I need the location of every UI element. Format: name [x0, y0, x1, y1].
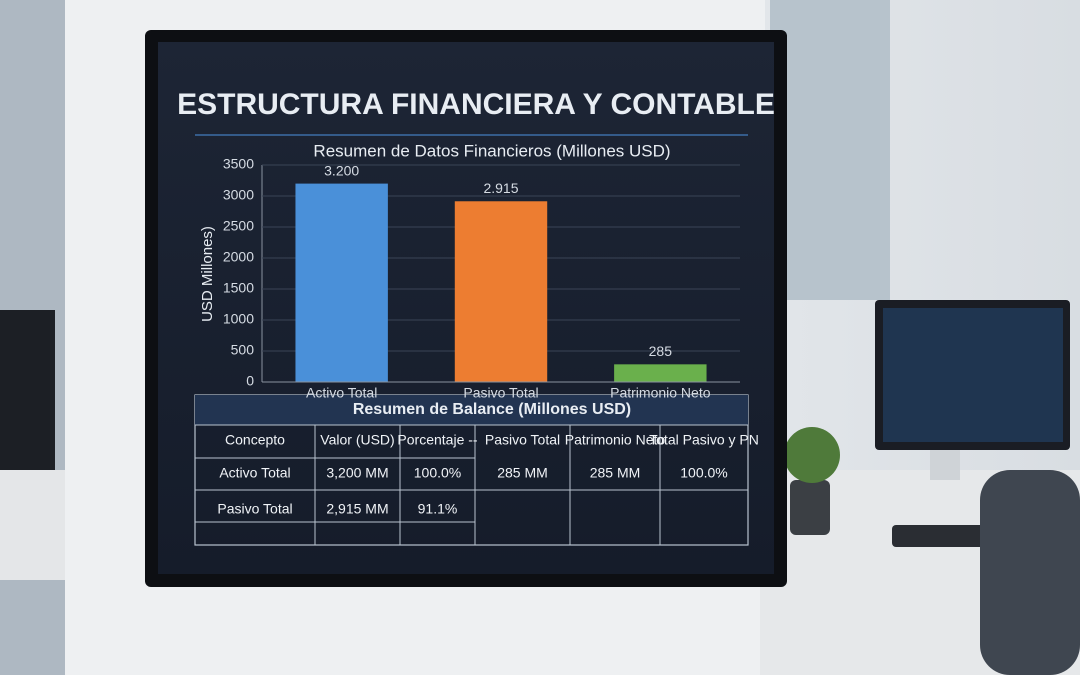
table-header-cell: Pasivo Total	[485, 432, 560, 448]
table-header-cell: Patrimonio Neto	[565, 432, 666, 448]
x-tick-label: Patrimonio Neto	[610, 385, 711, 401]
table-header-cell: Concepto	[225, 432, 285, 448]
background-monitor	[0, 310, 55, 470]
bar	[295, 183, 388, 382]
y-tick-label: 500	[231, 342, 255, 358]
plant-pot	[790, 480, 830, 535]
monitor-stand	[930, 450, 960, 480]
x-tick-label: Activo Total	[306, 385, 377, 401]
table-cell: 100.0%	[414, 465, 461, 481]
person	[980, 470, 1080, 675]
table-title-band	[195, 395, 748, 425]
y-tick-label: 1500	[223, 280, 254, 296]
y-tick-label: 2000	[223, 249, 254, 265]
table-title: Resumen de Balance (Millones USD)	[353, 401, 631, 418]
table-cell: Pasivo Total	[217, 501, 292, 517]
y-tick-label: 1000	[223, 311, 254, 327]
table-summary-cell: 285 MM	[497, 465, 548, 481]
table-summary-cell: 285 MM	[590, 465, 641, 481]
table-summary-cell: 100.0%	[680, 465, 727, 481]
chart-title: Resumen de Datos Financieros (Millones U…	[313, 141, 670, 160]
y-tick-label: 3000	[223, 187, 254, 203]
background-desk	[0, 470, 65, 580]
table-cell: 2,915 MM	[326, 501, 388, 517]
table-header-cell: Total Pasivo y PN	[649, 432, 759, 448]
table-cell: Activo Total	[219, 465, 290, 481]
desk-monitor-screen	[883, 308, 1063, 442]
y-tick-label: 3500	[223, 156, 254, 172]
table-cell: 91.1%	[418, 501, 458, 517]
keyboard	[892, 525, 992, 547]
value-label: 285	[649, 343, 673, 359]
screen-title: ESTRUCTURA FINANCIERA Y CONTABLE	[177, 88, 775, 121]
window-right	[770, 0, 890, 300]
y-tick-label: 2500	[223, 218, 254, 234]
plant	[784, 427, 840, 483]
bar	[454, 201, 548, 382]
table-header-cell: Valor (USD)	[320, 432, 394, 448]
bar	[614, 364, 707, 382]
y-tick-label: 0	[246, 373, 254, 389]
x-tick-label: Pasivo Total	[463, 385, 538, 401]
y-axis-label: USD Millones)	[199, 226, 216, 322]
value-label: 2.915	[483, 180, 518, 196]
value-label: 3.200	[324, 162, 359, 178]
table-header-cell: Porcentaje --	[397, 432, 477, 448]
table-cell: 3,200 MM	[326, 465, 388, 481]
